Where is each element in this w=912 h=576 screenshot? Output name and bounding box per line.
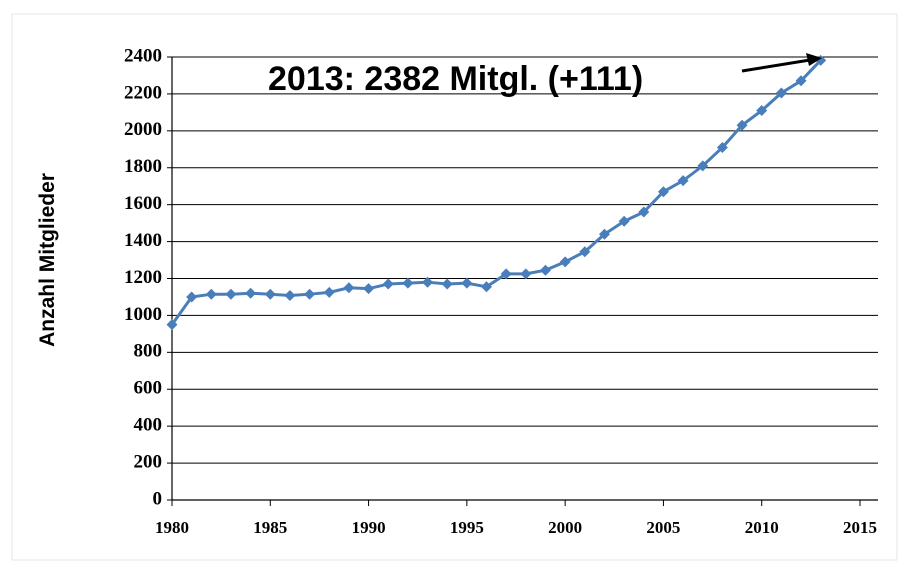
annotation-arrowhead <box>806 53 822 66</box>
marker <box>795 75 807 87</box>
y-tick-label: 1800 <box>124 156 162 177</box>
marker <box>363 283 375 295</box>
marker <box>166 319 178 331</box>
x-tick-label: 2005 <box>646 518 680 537</box>
y-tick-label: 400 <box>134 415 163 436</box>
y-tick-label: 1000 <box>124 304 162 325</box>
x-tick-label: 2010 <box>745 518 779 537</box>
marker <box>520 268 532 280</box>
marker <box>500 268 512 280</box>
y-tick-label: 600 <box>134 378 163 399</box>
marker <box>598 228 610 240</box>
x-tick-label: 2000 <box>548 518 582 537</box>
x-tick-label: 1980 <box>155 518 189 537</box>
marker <box>422 276 434 288</box>
y-tick-label: 800 <box>134 341 163 362</box>
marker <box>245 287 257 299</box>
marker <box>697 160 709 172</box>
frame <box>11 13 898 561</box>
marker <box>716 141 728 153</box>
marker <box>539 264 551 276</box>
marker <box>775 87 787 99</box>
marker <box>402 277 414 289</box>
marker <box>205 288 217 300</box>
marker <box>657 186 669 198</box>
marker <box>441 278 453 290</box>
marker <box>677 175 689 187</box>
line <box>170 59 822 326</box>
y-tick-label: 2000 <box>124 119 162 140</box>
marker <box>186 291 198 303</box>
y-axis-label: Anzahl Mitglieder <box>36 173 59 347</box>
marker <box>756 105 768 117</box>
x-tick-label: 1995 <box>450 518 484 537</box>
marker <box>618 215 630 227</box>
y-tick-label: 200 <box>134 451 163 472</box>
marker <box>559 256 571 268</box>
y-tick-label: 1400 <box>124 230 162 251</box>
marker <box>343 282 355 294</box>
y-tick-label: 1200 <box>124 267 162 288</box>
marker <box>382 278 394 290</box>
marker <box>225 288 237 300</box>
marker <box>579 246 591 258</box>
marker <box>638 206 650 218</box>
marker <box>736 119 748 131</box>
marker <box>323 286 335 298</box>
marker <box>304 288 316 300</box>
marker <box>461 277 473 289</box>
y-tick-label: 1600 <box>124 193 162 214</box>
annotation: 2013: 2382 Mitgl. (+111) <box>268 60 643 98</box>
y-tick-label: 2400 <box>124 45 162 66</box>
y-tick-label: 0 <box>153 488 163 509</box>
marker <box>264 288 276 300</box>
x-tick-label: 1990 <box>352 518 386 537</box>
x-tick-label: 2015 <box>843 518 877 537</box>
marker <box>481 281 493 293</box>
annotation-arrow <box>741 58 811 73</box>
x-tick-label: 1985 <box>253 518 287 537</box>
y-tick-label: 2200 <box>124 82 162 103</box>
marker <box>284 289 296 301</box>
